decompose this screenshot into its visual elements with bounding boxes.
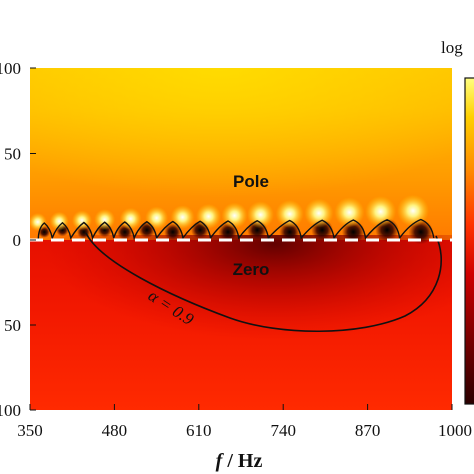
pole-marker [49, 211, 69, 231]
pole-marker [304, 198, 334, 228]
y-tick-label: 0 [13, 231, 22, 250]
x-tick-label: 480 [102, 421, 128, 440]
alpha-contour-line [85, 232, 443, 333]
x-axis-title: f / Hz [216, 450, 263, 472]
x-tick-label: 740 [270, 421, 296, 440]
y-tick-label: 50 [4, 316, 21, 335]
pole-marker [221, 202, 248, 229]
y-tick-label: 100 [0, 59, 21, 78]
heatmap-plot-area: Pole Zero α = 0.9 [30, 68, 452, 410]
colorbar: log [441, 38, 474, 405]
y-axis-ticks: 100 50 0 50 100 [0, 59, 36, 420]
pole-marker [30, 213, 47, 231]
pole-marker [334, 197, 365, 228]
x-axis-unit: / Hz [222, 450, 262, 472]
pole-marker [246, 201, 274, 229]
pole-marker [94, 209, 116, 231]
y-tick-label: 100 [0, 401, 21, 420]
pole-marker [275, 200, 304, 228]
pole-marker [145, 206, 169, 230]
x-tick-label: 610 [186, 421, 212, 440]
colorbar-title: log [441, 38, 463, 57]
y-tick-label: 50 [4, 145, 21, 164]
zero-label: Zero [233, 260, 270, 279]
x-tick-label: 350 [17, 421, 43, 440]
pole-marker [196, 203, 222, 229]
pole-marker [397, 194, 430, 227]
x-axis-variable: f [216, 450, 225, 472]
pole-marker [170, 205, 195, 230]
pole-marker [119, 207, 142, 230]
pole-markers [30, 194, 430, 231]
wavy-contour-line [37, 218, 435, 241]
x-tick-label: 1000 [438, 421, 472, 440]
x-axis-ticks: 350 480 610 740 870 1000 [17, 404, 472, 440]
pole-label: Pole [233, 172, 269, 191]
pole-marker [365, 196, 397, 228]
dark-zero-region [30, 235, 452, 410]
x-tick-label: 870 [355, 421, 381, 440]
colorbar-gradient [464, 77, 474, 405]
